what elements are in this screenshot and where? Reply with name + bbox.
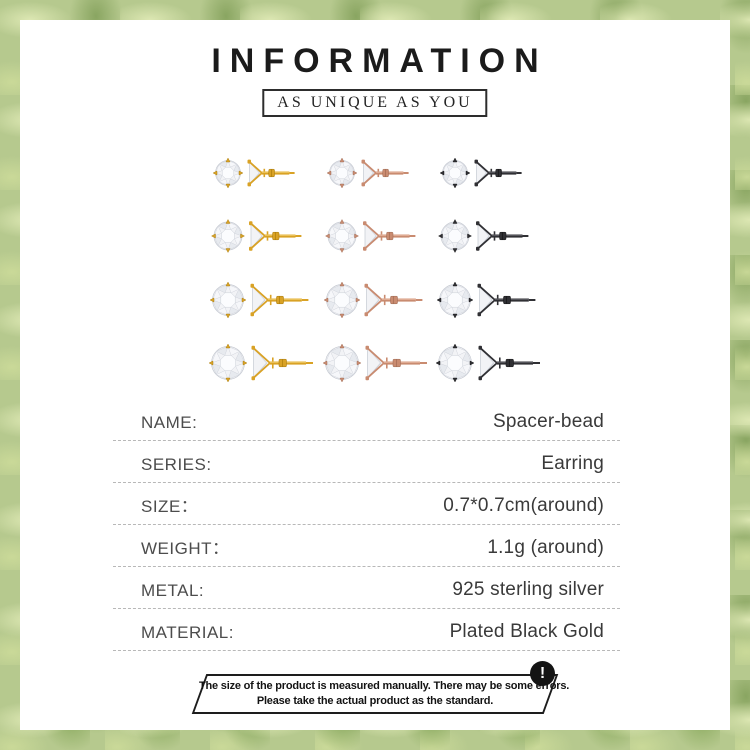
- info-card: INFORMATION AS UNIQUE AS YOU NAME: Space…: [20, 20, 730, 730]
- earring-pair-rose-gold: [322, 340, 432, 386]
- earring-gallery: [208, 150, 545, 386]
- earring-stud-image-black-gold: [439, 157, 522, 189]
- spec-label: NAME:: [141, 413, 198, 432]
- spec-label: SERIES:: [141, 455, 212, 474]
- spec-row-material: MATERIAL: Plated Black Gold: [113, 609, 620, 651]
- tagline-box: AS UNIQUE AS YOU: [262, 89, 488, 117]
- spec-row-name: NAME: Spacer-bead: [113, 399, 620, 441]
- page-title: INFORMATION: [211, 42, 548, 80]
- exclamation-icon: !: [530, 661, 555, 686]
- earring-stud-image-gold: [209, 281, 309, 319]
- earring-row: [208, 277, 545, 323]
- earring-pair-gold: [208, 277, 318, 323]
- spec-value: Earring: [541, 453, 604, 474]
- spec-label: WEIGHT：: [141, 539, 230, 558]
- earring-stud-image-rose-gold: [322, 343, 427, 383]
- spec-value: Spacer-bead: [493, 411, 604, 432]
- spec-table: NAME: Spacer-bead SERIES: Earring SIZE： …: [113, 399, 620, 651]
- earring-stud-image-rose-gold: [324, 219, 415, 254]
- spec-label: SIZE：: [141, 497, 199, 516]
- earring-pair-rose-gold: [322, 150, 432, 196]
- spec-label: MATERIAL:: [141, 623, 234, 642]
- spec-value: 1.1g (around): [487, 537, 604, 558]
- earring-stud-image-rose-gold: [326, 157, 409, 189]
- earring-row: [208, 213, 545, 259]
- earring-stud-image-black-gold: [436, 281, 536, 319]
- earring-stud-image-gold: [208, 343, 313, 383]
- earring-pair-gold: [208, 150, 318, 196]
- spec-value: 925 sterling silver: [452, 579, 604, 600]
- earring-stud-image-black-gold: [435, 343, 540, 383]
- spec-value: Plated Black Gold: [449, 621, 604, 642]
- tagline-text: AS UNIQUE AS YOU: [277, 94, 473, 111]
- earring-stud-image-black-gold: [438, 219, 529, 254]
- earring-pair-black-gold: [435, 277, 545, 323]
- disclaimer-line2: Please take the actual product as the st…: [256, 694, 494, 707]
- spec-row-weight: WEIGHT： 1.1g (around): [113, 525, 620, 567]
- earring-pair-black-gold: [435, 340, 545, 386]
- spec-value: 0.7*0.7cm(around): [443, 495, 604, 516]
- earring-pair-rose-gold: [322, 213, 432, 259]
- earring-stud-image-gold: [212, 157, 295, 189]
- earring-pair-black-gold: [435, 150, 545, 196]
- earring-row: [208, 150, 545, 196]
- earring-pair-black-gold: [435, 213, 545, 259]
- spec-row-series: SERIES: Earring: [113, 441, 620, 483]
- earring-stud-image-gold: [211, 219, 302, 254]
- earring-stud-image-rose-gold: [323, 281, 422, 319]
- earring-row: [208, 340, 545, 386]
- earring-pair-gold: [208, 213, 318, 259]
- earring-pair-gold: [208, 340, 318, 386]
- spec-row-metal: METAL: 925 sterling silver: [113, 567, 620, 609]
- disclaimer: The size of the product is measured manu…: [20, 661, 730, 714]
- disclaimer-line1: The size of the product is measured manu…: [199, 680, 570, 692]
- earring-pair-rose-gold: [322, 277, 432, 323]
- spec-row-size: SIZE： 0.7*0.7cm(around): [113, 483, 620, 525]
- spec-label: METAL:: [141, 581, 205, 600]
